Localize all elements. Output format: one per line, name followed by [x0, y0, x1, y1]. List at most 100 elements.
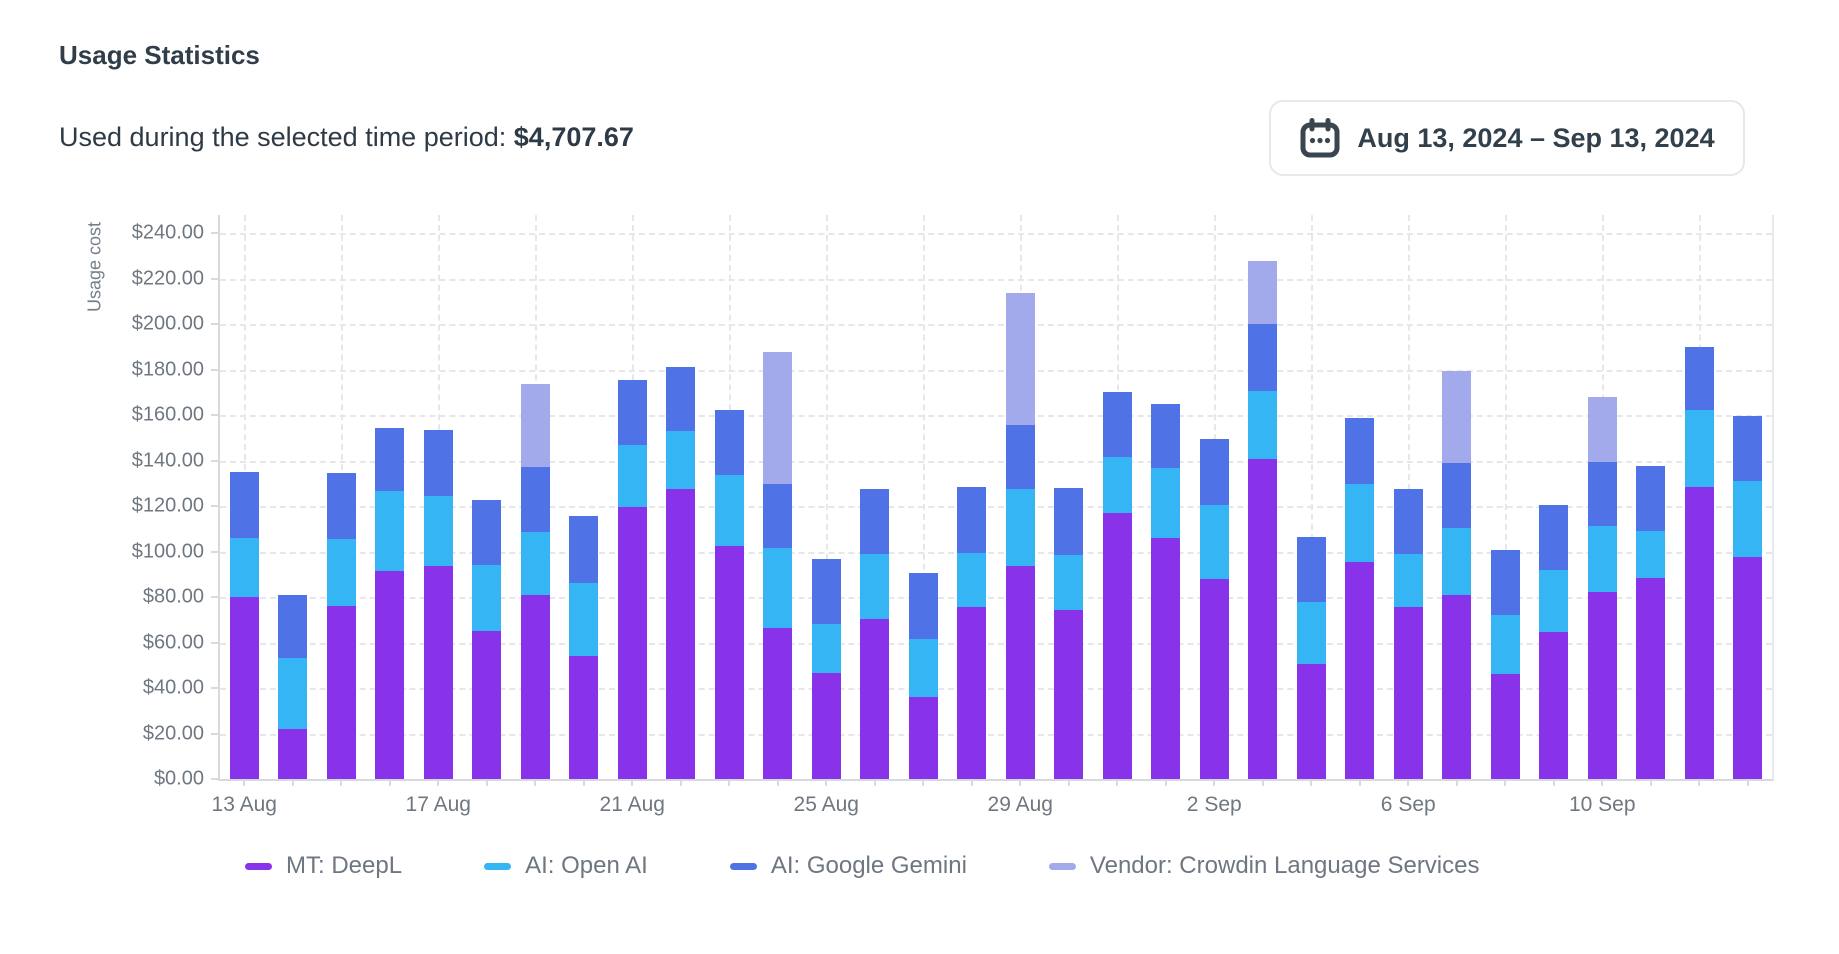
- bar-segment[interactable]: [1151, 403, 1181, 469]
- bar-segment[interactable]: [1296, 536, 1326, 602]
- bar-segment[interactable]: [714, 410, 744, 476]
- bar-segment[interactable]: [423, 429, 453, 496]
- legend-item[interactable]: AI: Open AI: [484, 852, 648, 880]
- bar-segment[interactable]: [1054, 554, 1084, 610]
- bar-segment[interactable]: [666, 488, 696, 779]
- bar-segment[interactable]: [520, 532, 550, 595]
- bar-segment[interactable]: [1636, 531, 1666, 578]
- bar-segment[interactable]: [1199, 578, 1229, 779]
- bar-segment[interactable]: [278, 658, 308, 729]
- bar-segment[interactable]: [763, 627, 793, 779]
- bar-segment[interactable]: [1733, 416, 1763, 481]
- bar-segment[interactable]: [569, 656, 599, 779]
- bar-segment[interactable]: [1248, 391, 1278, 460]
- bar-segment[interactable]: [326, 473, 356, 539]
- date-range-button[interactable]: Aug 13, 2024 – Sep 13, 2024: [1269, 100, 1745, 176]
- legend-item[interactable]: MT: DeepL: [245, 852, 402, 880]
- bar-segment[interactable]: [617, 444, 647, 508]
- bar-segment[interactable]: [1587, 526, 1617, 593]
- bar-segment[interactable]: [520, 384, 550, 468]
- bar-segment[interactable]: [1345, 561, 1375, 779]
- bar-segment[interactable]: [957, 607, 987, 779]
- bar-segment[interactable]: [811, 673, 841, 779]
- bar-segment[interactable]: [1199, 504, 1229, 579]
- bar-segment[interactable]: [908, 639, 938, 698]
- bar-segment[interactable]: [375, 491, 405, 571]
- bar-segment[interactable]: [1684, 486, 1714, 779]
- bar-segment[interactable]: [472, 500, 502, 566]
- bar-segment[interactable]: [1102, 392, 1132, 458]
- bar-segment[interactable]: [1442, 527, 1472, 595]
- bar-segment[interactable]: [520, 594, 550, 779]
- bar-segment[interactable]: [811, 559, 841, 625]
- bar-segment[interactable]: [1054, 609, 1084, 779]
- bar-segment[interactable]: [375, 427, 405, 492]
- bar-segment[interactable]: [1684, 346, 1714, 411]
- bar-segment[interactable]: [860, 618, 890, 779]
- bar-segment[interactable]: [1296, 664, 1326, 779]
- bar-segment[interactable]: [278, 594, 308, 659]
- legend-item[interactable]: Vendor: Crowdin Language Services: [1048, 852, 1479, 880]
- bar-segment[interactable]: [569, 516, 599, 584]
- bar-segment[interactable]: [1733, 480, 1763, 558]
- bar-segment[interactable]: [1539, 504, 1569, 570]
- bar-segment[interactable]: [229, 537, 259, 597]
- bar-segment[interactable]: [860, 553, 890, 619]
- bar-segment[interactable]: [763, 352, 793, 485]
- bar-segment[interactable]: [326, 606, 356, 779]
- bar-segment[interactable]: [860, 488, 890, 554]
- bar-segment[interactable]: [1539, 569, 1569, 633]
- bar-segment[interactable]: [229, 471, 259, 538]
- bar-segment[interactable]: [1248, 261, 1278, 324]
- bar-segment[interactable]: [714, 475, 744, 546]
- bar-segment[interactable]: [1393, 553, 1423, 608]
- bar-segment[interactable]: [1248, 459, 1278, 779]
- bar-segment[interactable]: [666, 430, 696, 489]
- bar-segment[interactable]: [957, 486, 987, 553]
- bar-segment[interactable]: [1393, 488, 1423, 554]
- bar-segment[interactable]: [278, 728, 308, 779]
- bar-segment[interactable]: [1636, 466, 1666, 532]
- bar-segment[interactable]: [1442, 370, 1472, 463]
- bar-segment[interactable]: [763, 484, 793, 549]
- bar-segment[interactable]: [1005, 293, 1035, 426]
- bar-segment[interactable]: [957, 552, 987, 608]
- bar-segment[interactable]: [908, 697, 938, 779]
- bar-segment[interactable]: [1733, 557, 1763, 779]
- bar-segment[interactable]: [326, 538, 356, 607]
- bar-segment[interactable]: [472, 631, 502, 779]
- bar-segment[interactable]: [1393, 607, 1423, 779]
- bar-segment[interactable]: [569, 583, 599, 657]
- bar-segment[interactable]: [1005, 566, 1035, 779]
- bar-segment[interactable]: [1490, 550, 1520, 616]
- bar-segment[interactable]: [1248, 324, 1278, 392]
- bar-segment[interactable]: [1587, 461, 1617, 527]
- bar-segment[interactable]: [714, 545, 744, 779]
- bar-segment[interactable]: [763, 548, 793, 628]
- bar-segment[interactable]: [1587, 592, 1617, 779]
- bar-segment[interactable]: [1005, 488, 1035, 567]
- bar-segment[interactable]: [1345, 484, 1375, 562]
- bar-segment[interactable]: [520, 467, 550, 533]
- bar-segment[interactable]: [1684, 410, 1714, 487]
- bar-segment[interactable]: [1587, 396, 1617, 462]
- bar-segment[interactable]: [1005, 425, 1035, 489]
- bar-segment[interactable]: [375, 570, 405, 779]
- bar-segment[interactable]: [617, 507, 647, 779]
- bar-segment[interactable]: [1296, 601, 1326, 665]
- bar-segment[interactable]: [423, 566, 453, 779]
- bar-segment[interactable]: [1151, 468, 1181, 538]
- bar-segment[interactable]: [229, 597, 259, 779]
- bar-segment[interactable]: [1102, 512, 1132, 779]
- bar-segment[interactable]: [472, 565, 502, 632]
- bar-segment[interactable]: [811, 624, 841, 674]
- bar-segment[interactable]: [423, 495, 453, 567]
- legend-item[interactable]: AI: Google Gemini: [729, 852, 967, 880]
- bar-segment[interactable]: [1442, 594, 1472, 779]
- bar-segment[interactable]: [1636, 577, 1666, 779]
- bar-segment[interactable]: [1151, 537, 1181, 779]
- bar-segment[interactable]: [1490, 674, 1520, 779]
- bar-segment[interactable]: [1102, 457, 1132, 513]
- bar-segment[interactable]: [1345, 418, 1375, 485]
- bar-segment[interactable]: [617, 379, 647, 445]
